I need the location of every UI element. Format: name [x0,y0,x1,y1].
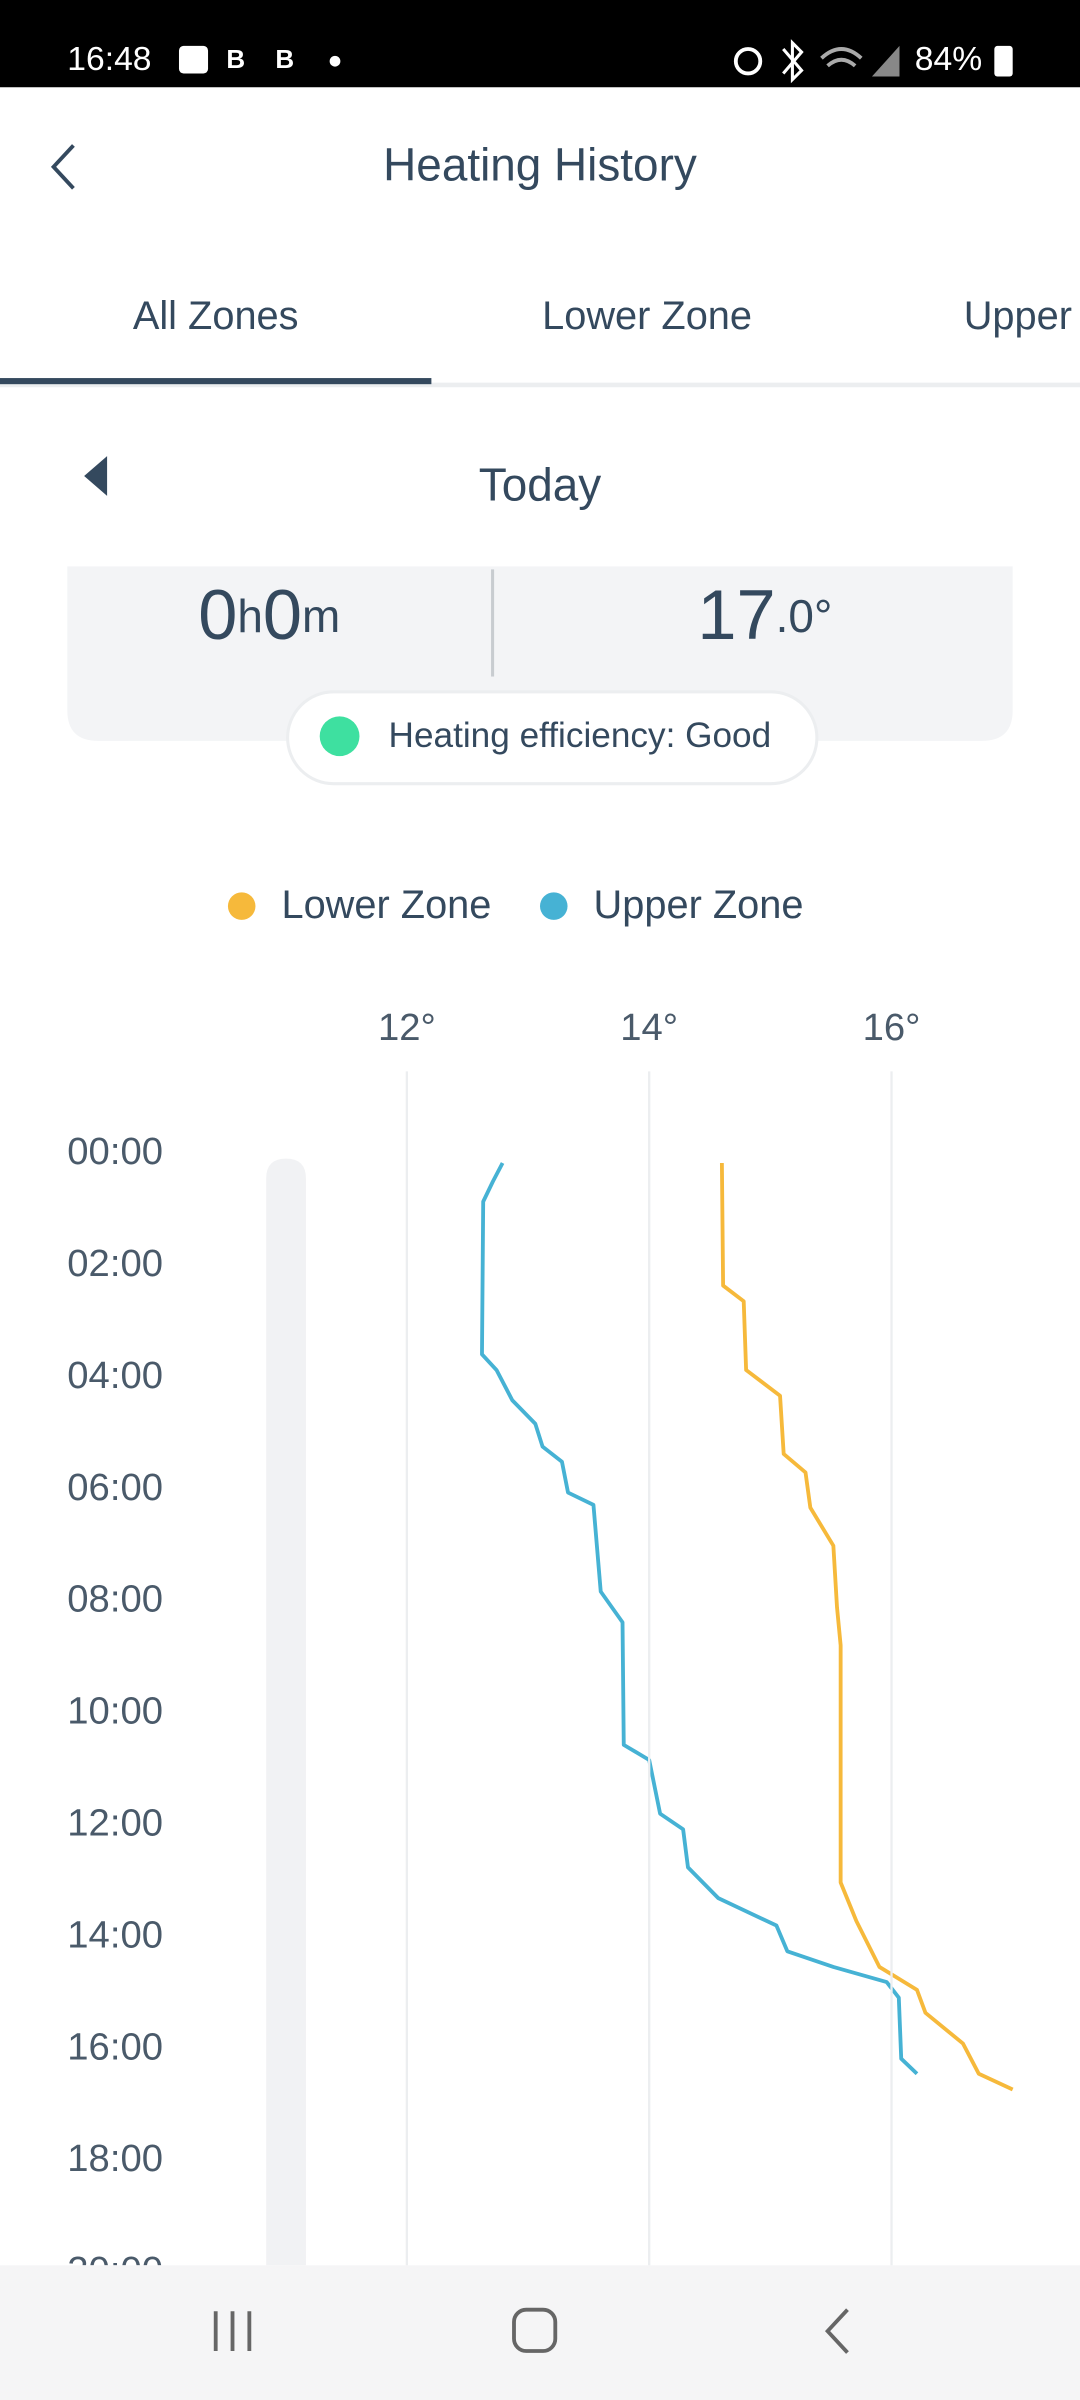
prev-day-button[interactable] [84,456,108,496]
x-tick-label: 14° [620,1006,678,1049]
tab-divider [0,382,1080,388]
recents-button[interactable] [213,2311,252,2352]
average-temperature: 17.0° [697,574,832,653]
y-tick-label: 02:00 [67,1242,163,1285]
status-icon [178,45,209,74]
date-label: Today [479,458,601,510]
tab[interactable]: Upper Zone [964,294,1080,338]
tab-indicator [0,378,432,385]
home-button[interactable] [512,2307,558,2353]
battery-icon [994,45,1013,77]
tab[interactable]: Lower Zone [542,294,752,338]
status-battery: 84% [915,41,982,78]
nav-bar [0,2265,1080,2400]
status-icon [871,45,900,77]
y-tick-label: 20:00 [67,2249,163,2292]
efficiency-dot [319,716,360,757]
y-tick-label: 08:00 [67,1578,163,1621]
status-icon: B [275,44,294,74]
timeline-track [266,1158,306,2266]
status-icon [329,55,341,67]
y-tick-label: 14:00 [67,1913,163,1956]
y-tick-label: 04:00 [67,1354,163,1397]
legend-swatch [540,892,568,920]
status-time: 16:48 [67,41,151,78]
legend-swatch [227,892,256,920]
status-icon: B [226,44,245,74]
status-bar [0,0,1080,88]
plot-area: 00:00 02:00 04:00 06:00 08:00 10:00 12:00 14:00… [67,1130,1014,2292]
heating-duration: 0h0m [198,574,340,653]
y-tick-label: 06:00 [67,1466,163,1509]
efficiency-pill [286,690,819,786]
legend-label: Lower Zone [281,883,491,927]
y-tick-label: 00:00 [67,1130,163,1173]
back-nav-button[interactable] [824,2308,849,2354]
x-tick-label: 12° [378,1006,436,1049]
card-divider [491,569,495,677]
efficiency-label: Heating efficiency: Good [389,716,772,755]
y-tick-label: 18:00 [67,2137,163,2180]
y-tick-label: 12:00 [67,1802,163,1845]
y-tick-label: 16:00 [67,2025,163,2068]
series-line [719,1163,1014,2092]
status-icon [820,47,863,68]
status-icon [733,47,763,76]
legend-label: Upper Zone [594,883,804,927]
back-button[interactable] [50,144,75,190]
series-line [480,1162,919,2076]
y-tick-label: 10:00 [67,1690,163,1733]
header-title: Heating History [383,138,697,190]
tab[interactable]: All Zones [133,294,299,338]
x-tick-label: 16° [863,1006,921,1049]
status-icon [782,39,804,84]
